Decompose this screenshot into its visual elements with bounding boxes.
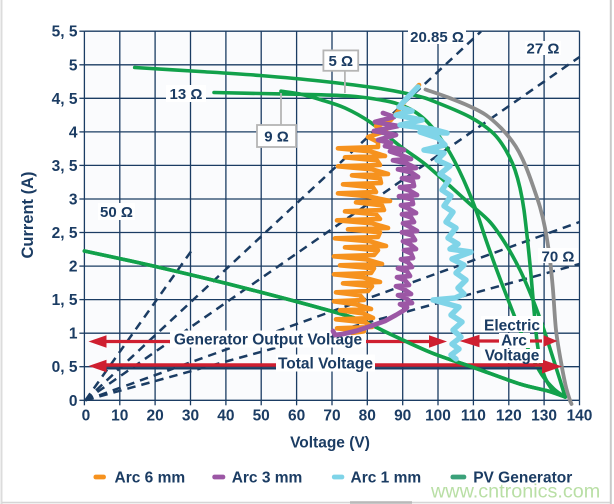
svg-text:100: 100 — [425, 408, 451, 425]
svg-text:120: 120 — [496, 408, 522, 425]
svg-text:140: 140 — [567, 408, 593, 425]
svg-text:50 Ω: 50 Ω — [100, 204, 133, 221]
svg-text:9 Ω: 9 Ω — [264, 129, 289, 146]
svg-text:40: 40 — [217, 408, 234, 425]
svg-text:130: 130 — [531, 408, 557, 425]
svg-text:80: 80 — [359, 408, 376, 425]
svg-text:2: 2 — [69, 259, 78, 276]
svg-text:20.85 Ω: 20.85 Ω — [410, 29, 464, 46]
svg-text:www.cntronics.com: www.cntronics.com — [430, 481, 600, 503]
svg-text:13 Ω: 13 Ω — [170, 86, 203, 103]
svg-text:1, 5: 1, 5 — [52, 292, 78, 309]
svg-text:Arc 6 mm: Arc 6 mm — [115, 470, 186, 487]
svg-text:5: 5 — [69, 57, 78, 74]
svg-text:0: 0 — [69, 393, 78, 410]
svg-text:50: 50 — [253, 408, 270, 425]
svg-text:Arc 1 mm: Arc 1 mm — [351, 470, 422, 487]
svg-text:10: 10 — [111, 408, 128, 425]
svg-text:Arc 3 mm: Arc 3 mm — [232, 470, 303, 487]
svg-text:Electric: Electric — [484, 318, 540, 335]
svg-text:20: 20 — [146, 408, 163, 425]
svg-text:Generator Output Voltage: Generator Output Voltage — [174, 332, 363, 349]
svg-text:60: 60 — [288, 408, 305, 425]
svg-text:3, 5: 3, 5 — [52, 158, 78, 175]
svg-text:1: 1 — [69, 326, 78, 343]
svg-text:5 Ω: 5 Ω — [329, 53, 354, 70]
svg-text:70 Ω: 70 Ω — [542, 249, 575, 266]
svg-text:Current (A): Current (A) — [19, 171, 37, 258]
svg-text:27 Ω: 27 Ω — [527, 41, 560, 58]
svg-text:110: 110 — [461, 408, 486, 425]
svg-text:4: 4 — [69, 124, 78, 141]
svg-text:3: 3 — [69, 192, 78, 209]
svg-text:5, 5: 5, 5 — [52, 24, 78, 41]
svg-text:4, 5: 4, 5 — [52, 91, 78, 108]
svg-text:90: 90 — [394, 408, 411, 425]
svg-text:Arc: Arc — [501, 333, 527, 350]
svg-text:Total Voltage: Total Voltage — [278, 356, 373, 373]
svg-text:Voltage (V): Voltage (V) — [290, 435, 370, 452]
svg-text:30: 30 — [182, 408, 199, 425]
svg-text:0, 5: 0, 5 — [52, 359, 78, 376]
svg-text:70: 70 — [323, 408, 340, 425]
svg-text:0: 0 — [82, 408, 91, 425]
svg-text:2, 5: 2, 5 — [52, 225, 78, 242]
svg-text:PV Generator: PV Generator — [473, 470, 572, 487]
svg-text:Voltage: Voltage — [485, 348, 540, 365]
